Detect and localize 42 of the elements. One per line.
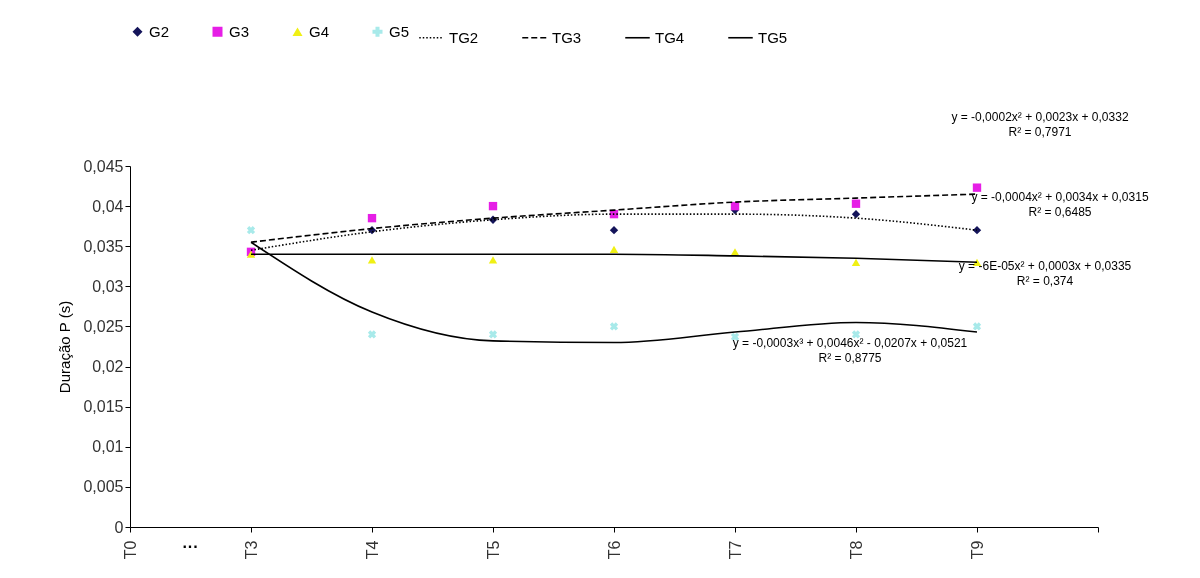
y-tick-label: 0,025 [83, 317, 124, 335]
legend-label: TG5 [758, 28, 788, 46]
point [609, 245, 619, 254]
point [972, 225, 982, 235]
annotation: y = -0,0003x³ + 0,0046x² - 0,0207x + 0,0521 R² = 0,8775 [732, 336, 968, 365]
text: ··· [182, 538, 199, 555]
y-tick-label: 0,01 [92, 438, 124, 456]
point [367, 213, 377, 223]
x-tick-label: T5 [484, 540, 502, 560]
x-tick-label: T3 [242, 540, 260, 560]
legend-label: TG3 [552, 28, 582, 46]
legend-label: TG4 [655, 28, 685, 46]
legend-label: G4 [309, 22, 330, 40]
point [851, 209, 861, 219]
y-tick-label: 0,035 [83, 237, 124, 255]
x-tick-label: T7 [726, 540, 744, 560]
point [246, 226, 256, 235]
legend-label: TG2 [449, 28, 479, 46]
legend-label: G3 [229, 22, 250, 40]
point [609, 225, 619, 235]
x-tick-label: T8 [847, 540, 865, 560]
point [851, 199, 861, 208]
x-tick-label: T6 [605, 540, 623, 560]
text: y = -0,0002x² + 0,0023x + 0,0332 R² = 0,7971 [951, 110, 1129, 139]
y-axis-title: Duração P (s) [56, 300, 74, 394]
y-tick-label: 0,02 [92, 358, 124, 376]
annotation: y = -0,0004x² + 0,0034x + 0,0315 R² = 0,6485 [971, 190, 1149, 219]
x-tick-label: T9 [968, 540, 986, 560]
y-tick-label: 0,015 [83, 398, 124, 416]
annotation: y = -6E-05x² + 0,0003x + 0,0335 R² = 0,374 [958, 259, 1132, 288]
y-tick-label: 0,045 [83, 157, 124, 175]
legend-label: G2 [149, 22, 170, 40]
y-tick-label: 0 [114, 518, 124, 536]
point [972, 183, 982, 192]
y-tick-label: 0,005 [83, 478, 124, 496]
x-tick-label: T4 [363, 540, 381, 560]
y-tick-label: 0,03 [92, 277, 124, 295]
x-tick-label: T0 [121, 540, 139, 560]
point [851, 258, 861, 266]
y-tick-label: 0,04 [92, 197, 124, 215]
point [488, 201, 498, 211]
legend-label: G5 [389, 22, 410, 40]
